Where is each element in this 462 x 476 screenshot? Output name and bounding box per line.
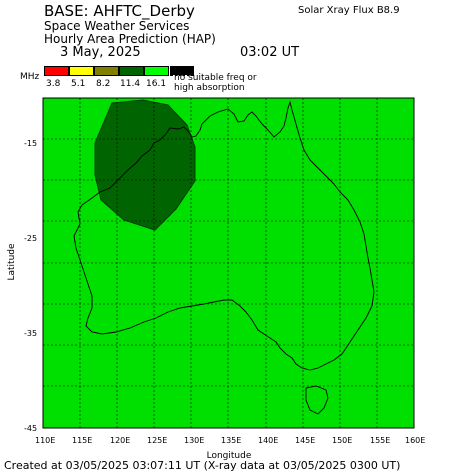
legend-value-1: 3.8 bbox=[46, 79, 61, 89]
product-name: Hourly Area Prediction (HAP) bbox=[44, 32, 216, 46]
lon-tick-110e: 110E bbox=[35, 436, 55, 445]
lat-tick-minus15: -15 bbox=[24, 139, 37, 148]
y-axis-label: Latitude bbox=[7, 243, 17, 281]
legend-value-5: 16.1 bbox=[146, 79, 167, 89]
lon-tick-155e: 155E bbox=[370, 436, 390, 445]
legend-value-3: 8.2 bbox=[96, 79, 111, 89]
no-absorption-label-line1: no suitable freq or bbox=[174, 73, 257, 83]
legend-swatch-red bbox=[44, 66, 69, 76]
legend-unit-label: MHz bbox=[20, 72, 40, 82]
x-axis-label: Longitude bbox=[207, 451, 252, 461]
created-timestamp: Created at 03/05/2025 03:07:11 UT (X-ray… bbox=[4, 459, 401, 472]
solar-xray-flux: Solar Xray Flux B8.9 bbox=[298, 5, 400, 16]
dark-green-region bbox=[94, 99, 196, 231]
lon-tick-135e: 135E bbox=[221, 436, 241, 445]
lon-tick-115e: 115E bbox=[72, 436, 92, 445]
base-title: BASE: AHFTC_Derby bbox=[44, 2, 195, 20]
lat-tick-minus45: -45 bbox=[24, 424, 37, 433]
lon-tick-125e: 125E bbox=[147, 436, 167, 445]
legend-swatch-yellow bbox=[69, 66, 94, 76]
legend-value-2: 5.1 bbox=[71, 79, 86, 89]
no-absorption-label-line2: high absorption bbox=[174, 83, 245, 93]
lat-tick-minus25: -25 bbox=[24, 234, 37, 243]
legend-swatch-dark-green bbox=[119, 66, 144, 76]
tasmania-coastline bbox=[305, 385, 329, 415]
grid-pattern-icon bbox=[173, 75, 191, 81]
service-name: Space Weather Services bbox=[44, 19, 190, 33]
lon-tick-160e: 160E bbox=[405, 436, 425, 445]
legend-swatch-no-absorption bbox=[170, 66, 194, 81]
lat-tick-minus35: -35 bbox=[24, 329, 37, 338]
map-frame bbox=[42, 97, 415, 429]
lon-tick-145e: 145E bbox=[295, 436, 315, 445]
map-grid bbox=[43, 98, 414, 428]
lon-tick-130e: 130E bbox=[184, 436, 204, 445]
lon-tick-120e: 120E bbox=[110, 436, 130, 445]
lon-tick-150e: 150E bbox=[332, 436, 352, 445]
legend-value-4: 11.4 bbox=[120, 79, 141, 89]
lon-tick-140e: 140E bbox=[258, 436, 278, 445]
forecast-time: 03:02 UT bbox=[240, 45, 300, 60]
forecast-date: 3 May, 2025 bbox=[60, 45, 141, 60]
legend-swatch-green bbox=[144, 66, 169, 76]
australia-coastline bbox=[73, 100, 375, 371]
legend-swatch-olive bbox=[94, 66, 119, 76]
